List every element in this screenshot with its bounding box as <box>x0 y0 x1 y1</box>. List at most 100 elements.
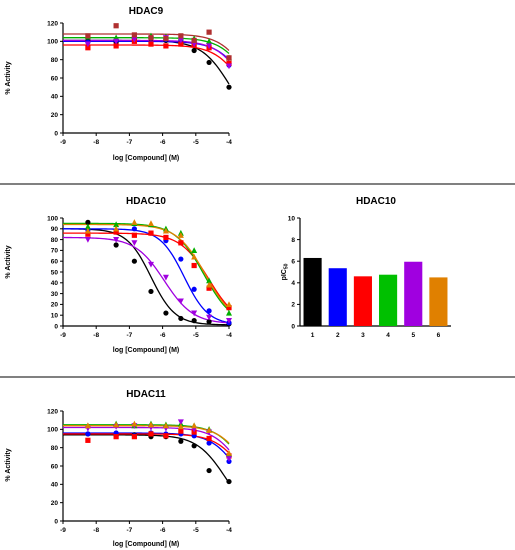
hdac9-point-series-1 <box>206 59 212 66</box>
hdac10-point-series-6 <box>113 225 120 232</box>
hdac11-point-series-3 <box>178 428 184 434</box>
hdac11-xlabel: log [Compound] (M) <box>113 541 179 548</box>
hdac10-y-tick-label: 60 <box>51 259 59 266</box>
hdac9-y-tick-label: 80 <box>51 57 59 64</box>
hdac9-y-tick-label: 20 <box>51 112 59 119</box>
hdac9-axes: -9 -8 -7 -6 -5 -4 0 20 40 60 80 100 120 <box>47 20 232 146</box>
hdac10-point-series-1 <box>206 319 212 325</box>
hdac11-point-series-3 <box>163 433 169 439</box>
hdac10-point-series-6 <box>84 227 91 234</box>
hdac9-data-points <box>84 23 232 90</box>
hdac11-point-series-5 <box>226 456 232 462</box>
pic50-ylabel: pIC50 <box>281 263 290 280</box>
hdac9-point-series-5 <box>226 63 232 70</box>
hdac10-point-series-2 <box>191 286 197 292</box>
hdac10-x-tick-label: -7 <box>127 332 133 339</box>
hdac9-point-series-6 <box>191 37 197 44</box>
hdac9-fit-curve-6 <box>63 33 230 51</box>
hdac11-fit-curve-3 <box>63 433 230 454</box>
hdac9-point-series-5 <box>131 36 138 43</box>
hdac9-fit-curve-5 <box>63 39 230 62</box>
hdac10-point-series-3 <box>131 232 137 238</box>
hdac9-point-series-3 <box>178 41 184 47</box>
hdac11-point-series-6 <box>191 422 198 429</box>
hdac10-point-series-6 <box>147 220 154 226</box>
hdac9-point-series-6 <box>206 29 212 35</box>
hdac10-y-tick-label: 70 <box>51 248 59 255</box>
hdac11-point-series-6 <box>206 427 213 433</box>
hdac10-x-tick-label: -8 <box>93 332 99 339</box>
hdac11-point-series-2 <box>85 431 91 437</box>
hdac9-point-series-3 <box>85 45 91 51</box>
hdac10-point-series-2 <box>131 226 137 232</box>
hdac11-point-series-3 <box>85 437 91 443</box>
hdac10-point-series-1 <box>178 315 184 322</box>
hdac10-xlabel: log [Compound] (M) <box>113 347 179 354</box>
hdac10-point-series-1 <box>113 242 119 248</box>
hdac10-y-tick-label: 10 <box>51 313 59 320</box>
hdac10-y-tick-label: 40 <box>51 280 59 287</box>
hdac11-y-tick-label: 100 <box>47 427 58 434</box>
hdac9-y-tick-label: 120 <box>47 20 58 27</box>
hdac11-point-series-3 <box>148 431 154 437</box>
hdac9-fit-curve-3 <box>63 44 230 67</box>
hdac10-ylabel: % Activity <box>5 245 12 278</box>
hdac11-point-series-2 <box>206 440 212 446</box>
hdac10-point-series-6 <box>226 301 232 307</box>
hdac11-point-series-1 <box>178 438 184 444</box>
hdac9-point-series-3 <box>226 60 232 66</box>
hdac9-x-tick-label: -9 <box>60 139 66 146</box>
pic50-x-tick-label: 2 <box>336 332 340 339</box>
pic50-x-tick-label: 1 <box>311 332 315 339</box>
hdac11-fit-curve-2 <box>63 432 230 459</box>
hdac10-point-series-6 <box>191 253 198 260</box>
hdac11-x-tick-label: -5 <box>193 527 199 534</box>
pic50-x-tick-label: 3 <box>361 332 365 339</box>
hdac10-x-tick-label: -4 <box>226 332 232 339</box>
hdac10-y-tick-label: 20 <box>51 302 59 309</box>
hdac9-ylabel: % Activity <box>5 61 12 94</box>
pic50-bars: 1 2 3 4 5 6 <box>303 257 448 339</box>
hdac10-y-tick-label: 30 <box>51 291 59 298</box>
hdac11-x-tick-label: -7 <box>127 527 133 534</box>
hdac10-point-series-1 <box>131 258 137 264</box>
hdac10-point-series-3 <box>178 240 184 246</box>
hdac9-point-series-5 <box>113 38 120 45</box>
hdac9-panel: HDAC9 % Activity log [Compound] (M) -9 -8… <box>5 6 232 162</box>
pic50-x-tick-label: 5 <box>411 332 415 339</box>
hdac9-point-series-1 <box>226 84 232 90</box>
hdac11-point-series-3 <box>131 434 137 440</box>
hdac11-point-series-3 <box>206 435 212 442</box>
hdac9-point-series-5 <box>84 41 91 48</box>
hdac9-point-series-6 <box>226 55 232 61</box>
pic50-y-tick-label: 6 <box>291 259 295 266</box>
hdac11-point-series-6 <box>147 421 154 428</box>
hdac10-point-series-1 <box>163 310 169 316</box>
hdac10-fit-curve-6 <box>63 223 230 310</box>
hdac9-y-tick-label: 100 <box>47 39 58 46</box>
hdac11-y-tick-label: 80 <box>51 445 59 452</box>
hdac10-point-series-5 <box>177 298 184 305</box>
hdac10-point-series-1 <box>191 318 197 324</box>
hdac10-point-series-4 <box>226 309 232 316</box>
hdac9-y-tick-label: 0 <box>54 130 58 137</box>
hdac11-axes: -9 -8 -7 -6 -5 -4 0 20 40 60 80 100 120 <box>47 408 232 534</box>
hdac10-point-series-3 <box>226 305 232 311</box>
hdac11-y-tick-label: 60 <box>51 463 59 470</box>
hdac11-ylabel: % Activity <box>5 448 12 481</box>
hdac9-point-series-3 <box>113 43 119 49</box>
hdac9-x-tick-label: -8 <box>93 139 99 146</box>
pic50-y-tick-label: 10 <box>288 215 296 222</box>
hdac10-point-series-3 <box>163 234 169 241</box>
hdac11-y-tick-label: 0 <box>54 518 58 525</box>
hdac10-point-series-3 <box>148 230 154 236</box>
hdac10-point-series-6 <box>206 281 213 288</box>
hdac9-point-series-6 <box>85 33 91 39</box>
hdac9-y-tick-label: 60 <box>51 75 59 82</box>
hdac11-point-series-6 <box>84 422 91 429</box>
hdac10-point-series-5 <box>84 237 91 243</box>
pic50-title: HDAC10 <box>356 196 396 207</box>
hdac10-point-series-6 <box>131 219 138 225</box>
